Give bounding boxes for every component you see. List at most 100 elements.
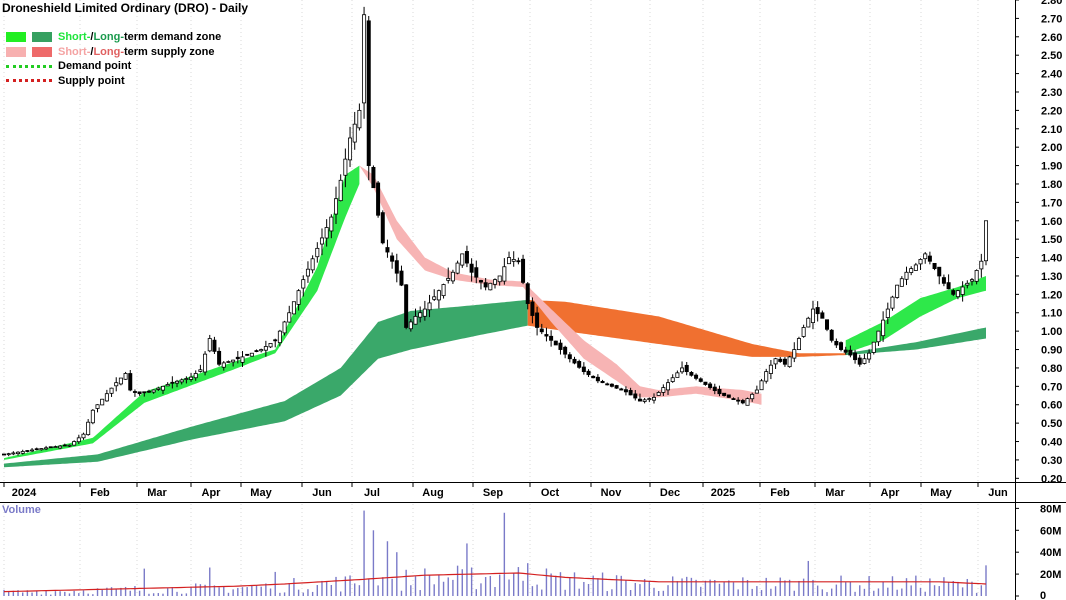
candle-body — [567, 354, 572, 360]
month-label: Feb — [770, 487, 790, 499]
candle-body — [189, 376, 194, 380]
candle-body — [806, 317, 811, 328]
candle-body — [904, 271, 909, 280]
price-tick-label: 1.10 — [1041, 308, 1062, 320]
price-tick-label: 2.00 — [1041, 142, 1062, 154]
candle-body — [600, 380, 605, 384]
month-label: Jul — [364, 487, 380, 499]
candle-body — [516, 260, 521, 263]
candle-body — [203, 353, 208, 373]
month-label: May — [250, 487, 272, 499]
candle-body — [315, 247, 320, 258]
candle-body — [712, 386, 717, 392]
candle-body — [212, 339, 217, 352]
month-label: Apr — [881, 487, 901, 499]
candle-body — [656, 392, 661, 396]
candle-body — [666, 382, 671, 391]
candle-body — [885, 308, 890, 318]
candle-body — [231, 359, 236, 363]
month-label: 2025 — [711, 487, 735, 499]
short-term-supply-zone — [359, 165, 762, 405]
volume-tick-label: 20M — [1040, 569, 1061, 581]
chart-title: Droneshield Limited Ordinary (DRO) - Dai… — [2, 1, 249, 15]
candle-body — [198, 369, 203, 372]
candle-body — [20, 451, 25, 454]
candle-body — [338, 179, 343, 202]
candle-body — [955, 290, 960, 298]
candle-body — [867, 352, 872, 360]
month-label: Jun — [312, 487, 332, 499]
candle-body — [90, 409, 95, 424]
price-tick-label: 1.00 — [1041, 326, 1062, 338]
candle-body — [680, 367, 685, 373]
long-demand-swatch — [32, 32, 52, 43]
candle-body — [675, 372, 680, 378]
candle-body — [895, 284, 900, 298]
long-term-demand-zone — [4, 299, 528, 468]
price-tick-label: 1.30 — [1041, 271, 1062, 283]
price-tick-label: 2.10 — [1041, 124, 1062, 136]
candle-body — [670, 377, 675, 382]
month-label: Aug — [422, 487, 443, 499]
candle-body — [450, 271, 455, 282]
candle-body — [441, 284, 446, 297]
candle-body — [67, 444, 72, 447]
candle-body — [81, 433, 86, 439]
price-tick-label: 0.20 — [1041, 473, 1062, 485]
price-tick-label: 0.30 — [1041, 455, 1062, 467]
candle-body — [483, 282, 488, 288]
candle-body — [235, 356, 240, 360]
candle-body — [48, 446, 53, 449]
candle-body — [324, 227, 329, 239]
month-label: Feb — [90, 487, 110, 499]
price-tick-label: 0.80 — [1041, 363, 1062, 375]
candle-body — [881, 319, 886, 337]
candle-body — [525, 283, 530, 304]
legend-supply-text: term supply zone — [124, 45, 215, 58]
legend-long-label: Long- — [93, 45, 124, 58]
candle-body — [287, 312, 292, 323]
candle-body — [408, 321, 413, 330]
candle-body — [357, 109, 362, 129]
candle-body — [661, 387, 666, 393]
candle-body — [839, 342, 844, 350]
chart-grid — [3, 0, 979, 596]
candle-body — [609, 383, 614, 387]
candle-body — [787, 356, 792, 368]
candle-body — [544, 334, 549, 337]
candle-body — [633, 393, 638, 399]
candle-body — [647, 398, 652, 401]
candle-body — [362, 14, 367, 104]
candle-body — [76, 437, 81, 443]
legend-supply-point-label: Supply point — [58, 74, 125, 87]
month-label: Dec — [660, 487, 680, 499]
candle-body — [913, 264, 918, 271]
candle-body — [413, 316, 418, 325]
candle-body — [764, 371, 769, 382]
candle-body — [581, 366, 586, 373]
price-tick-label: 0.70 — [1041, 381, 1062, 393]
candle-body — [637, 398, 642, 402]
candle-body — [348, 137, 353, 161]
month-label: Mar — [825, 487, 845, 499]
price-tick-label: 2.40 — [1041, 69, 1062, 81]
candle-body — [207, 338, 212, 352]
candle-body — [782, 358, 787, 365]
candle-body — [263, 346, 268, 351]
candle-body — [151, 389, 156, 393]
candle-body — [918, 258, 923, 265]
price-tick-label: 0.60 — [1041, 400, 1062, 412]
candle-body — [394, 260, 399, 274]
candle-body — [352, 123, 357, 143]
candle-body — [628, 390, 633, 396]
candle-body — [539, 328, 544, 333]
candle-body — [960, 286, 965, 295]
candle-body — [563, 346, 568, 355]
month-label: Jun — [988, 487, 1008, 499]
legend-short-label: Short- — [58, 45, 91, 58]
candle-body — [390, 255, 395, 262]
candle-body — [123, 373, 128, 380]
candle-body — [586, 370, 591, 376]
candle-body — [132, 391, 137, 393]
